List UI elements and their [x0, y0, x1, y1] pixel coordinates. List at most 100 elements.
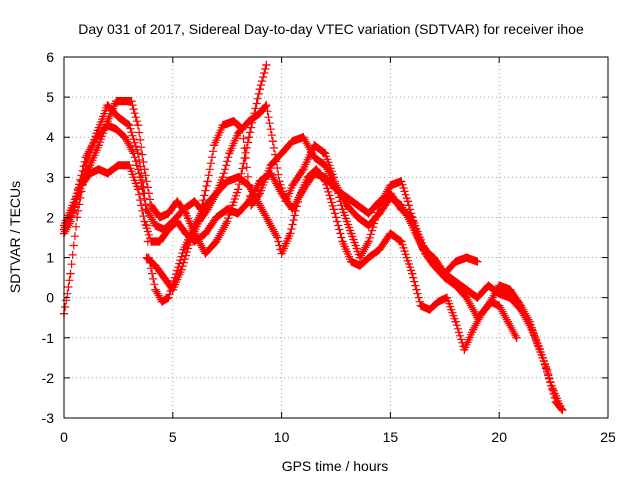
data-point [103, 101, 112, 110]
data-point [92, 133, 101, 142]
data-point [451, 277, 460, 286]
data-point [286, 229, 295, 238]
data-point [442, 293, 452, 302]
data-point [288, 205, 297, 214]
data-point [264, 217, 273, 226]
data-point [473, 257, 482, 266]
data-point [164, 225, 173, 234]
data-point [225, 149, 234, 158]
data-point [451, 257, 460, 266]
data-point [294, 193, 304, 202]
data-point [364, 253, 373, 262]
data-point [151, 261, 160, 270]
data-point [321, 149, 330, 158]
data-point [495, 301, 504, 310]
data-point [505, 285, 515, 294]
data-point [86, 161, 95, 170]
y-tick-label: 2 [46, 209, 54, 225]
y-tick-label: 6 [46, 49, 54, 65]
data-point [233, 209, 243, 218]
data-point [177, 265, 186, 274]
series-track-d [59, 161, 565, 411]
data-point [364, 221, 373, 230]
data-point [212, 189, 221, 198]
data-point [103, 169, 112, 178]
data-point [203, 205, 212, 214]
data-point [68, 209, 77, 218]
data-point [151, 285, 160, 294]
data-point [218, 173, 227, 182]
x-tick-label: 20 [491, 429, 507, 445]
data-point [434, 297, 443, 306]
y-tick-label: -2 [42, 370, 55, 386]
data-point [386, 189, 395, 198]
data-point [244, 133, 254, 142]
y-tick-label: 0 [46, 290, 54, 306]
data-point [210, 141, 219, 150]
data-point [146, 237, 156, 246]
data-point [244, 181, 254, 190]
data-point [321, 161, 330, 170]
data-point [303, 173, 312, 182]
data-point [129, 149, 138, 158]
data-point [310, 153, 319, 162]
data-point [486, 297, 495, 306]
data-point [516, 305, 526, 314]
data-point [538, 353, 547, 362]
data-point [429, 257, 439, 266]
data-point [277, 149, 286, 158]
data-point [353, 213, 362, 222]
x-tick-label: 15 [383, 429, 399, 445]
data-point [397, 237, 406, 246]
data-point [233, 185, 243, 194]
data-point [527, 325, 536, 334]
data-point [462, 253, 471, 262]
data-point [142, 205, 151, 214]
data-point [495, 289, 504, 298]
x-tick-labels: 0 5 10 15 20 25 [60, 429, 616, 445]
data-point [503, 317, 513, 326]
data-point [136, 173, 145, 182]
data-point [229, 117, 238, 126]
data-point [77, 181, 86, 190]
data-point [473, 293, 482, 302]
data-point [112, 97, 121, 106]
data-point [94, 141, 103, 150]
series-track-e [142, 165, 521, 354]
data-point [512, 333, 521, 342]
data-point [186, 237, 195, 246]
data-point [103, 117, 112, 126]
plot-frame [63, 56, 609, 419]
data-point [86, 169, 95, 178]
data-point [157, 297, 167, 306]
data-point [155, 213, 164, 222]
data-point [329, 205, 338, 214]
data-point [347, 229, 356, 238]
data-point [364, 209, 373, 218]
data-point [233, 173, 243, 182]
data-point [355, 261, 365, 270]
data-point [140, 165, 149, 174]
x-tick-label: 10 [274, 429, 290, 445]
y-tick-label: 1 [46, 250, 54, 266]
data-point [212, 213, 221, 222]
data-point [114, 113, 123, 122]
data-point [288, 137, 297, 146]
data-point [277, 249, 286, 258]
data-point [338, 237, 347, 246]
data-point [321, 177, 330, 186]
data-point [244, 117, 254, 126]
data-point [353, 201, 362, 210]
data-point [266, 169, 275, 178]
data-point [556, 401, 565, 411]
data-point [81, 153, 90, 162]
data-point [125, 121, 134, 130]
data-point [133, 185, 143, 194]
data-point [477, 309, 486, 318]
data-point [255, 84, 264, 94]
data-point [288, 181, 297, 190]
data-point [403, 197, 412, 206]
data-point [233, 129, 243, 138]
data-point [468, 325, 478, 334]
x-axis-label: GPS time / hours [282, 458, 389, 474]
